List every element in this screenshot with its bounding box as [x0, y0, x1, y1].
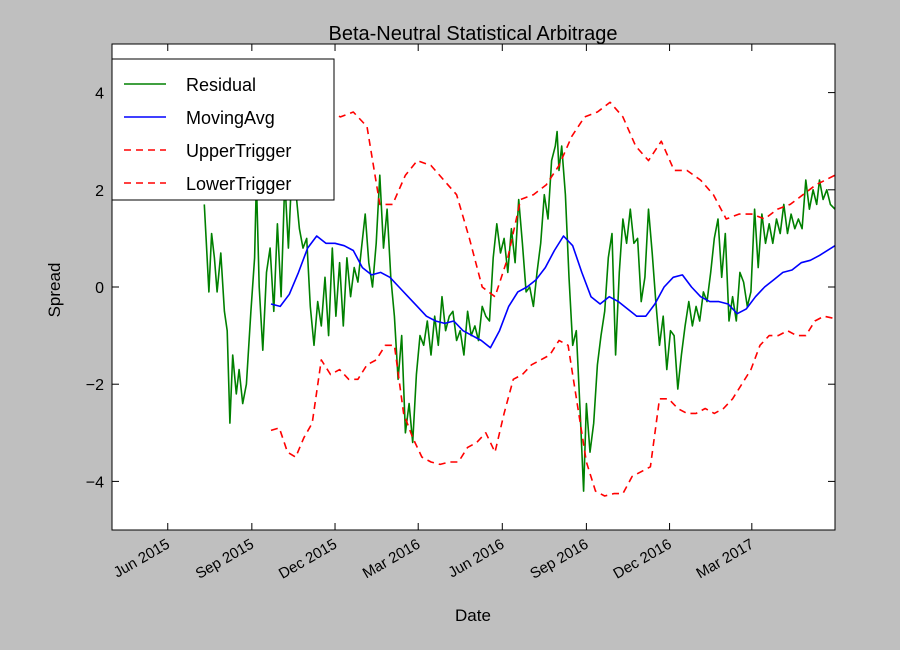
series-lines [203, 101, 835, 497]
series-line-uppertrigger [327, 101, 835, 298]
y-tick-label: 4 [95, 86, 104, 103]
legend-label-lowertrigger: LowerTrigger [186, 174, 291, 194]
y-tick-label: −2 [86, 377, 104, 394]
legend-box [111, 58, 335, 201]
series-line-movingavg [270, 235, 835, 349]
series-line-lowertrigger [270, 315, 835, 497]
chart-title: Beta-Neutral Statistical Arbitrage [328, 23, 617, 45]
legend-label-residual: Residual [186, 75, 256, 95]
legend: Residual MovingAvg UpperTrigger LowerTrigge… [111, 58, 335, 201]
series-line-residual [203, 130, 835, 492]
y-tick-label: 0 [95, 280, 104, 297]
y-axis-label: Spread [45, 263, 64, 318]
y-tick-label: −4 [86, 474, 104, 491]
legend-label-movingavg: MovingAvg [186, 108, 275, 128]
legend-label-uppertrigger: UpperTrigger [186, 141, 291, 161]
y-tick-label: 2 [95, 183, 104, 200]
x-axis-label: Date [455, 606, 491, 625]
